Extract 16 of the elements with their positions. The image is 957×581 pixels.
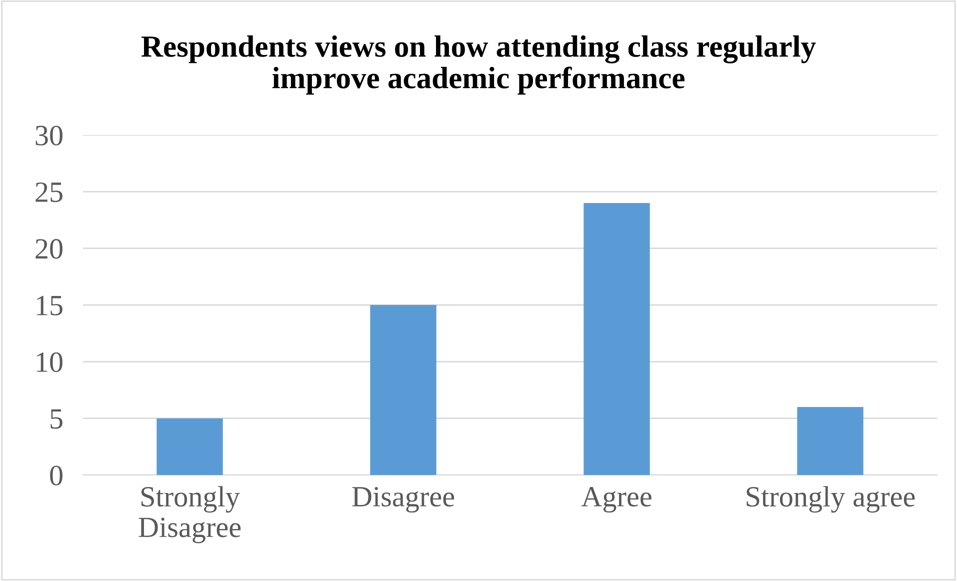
bar <box>370 305 436 475</box>
y-tick-label: 25 <box>36 182 62 202</box>
x-tick-label: Disagree <box>352 486 454 513</box>
chart-title: Respondents views on how attending class regularly improve academic performance <box>141 35 816 95</box>
y-tick-label: 30 <box>36 126 62 146</box>
y-tick-label: 15 <box>36 296 62 316</box>
y-tick-label: 5 <box>50 409 62 429</box>
bar <box>797 407 864 475</box>
x-tick-label: Strongly Disagree <box>138 486 241 544</box>
x-tick-label: Agree <box>581 487 652 513</box>
x-tick-label: Strongly agree <box>746 486 915 513</box>
bar <box>156 418 223 475</box>
y-tick-label: 20 <box>36 239 62 259</box>
bar <box>584 203 650 475</box>
y-tick-label: 10 <box>36 352 62 372</box>
y-tick-label: 0 <box>50 466 62 486</box>
